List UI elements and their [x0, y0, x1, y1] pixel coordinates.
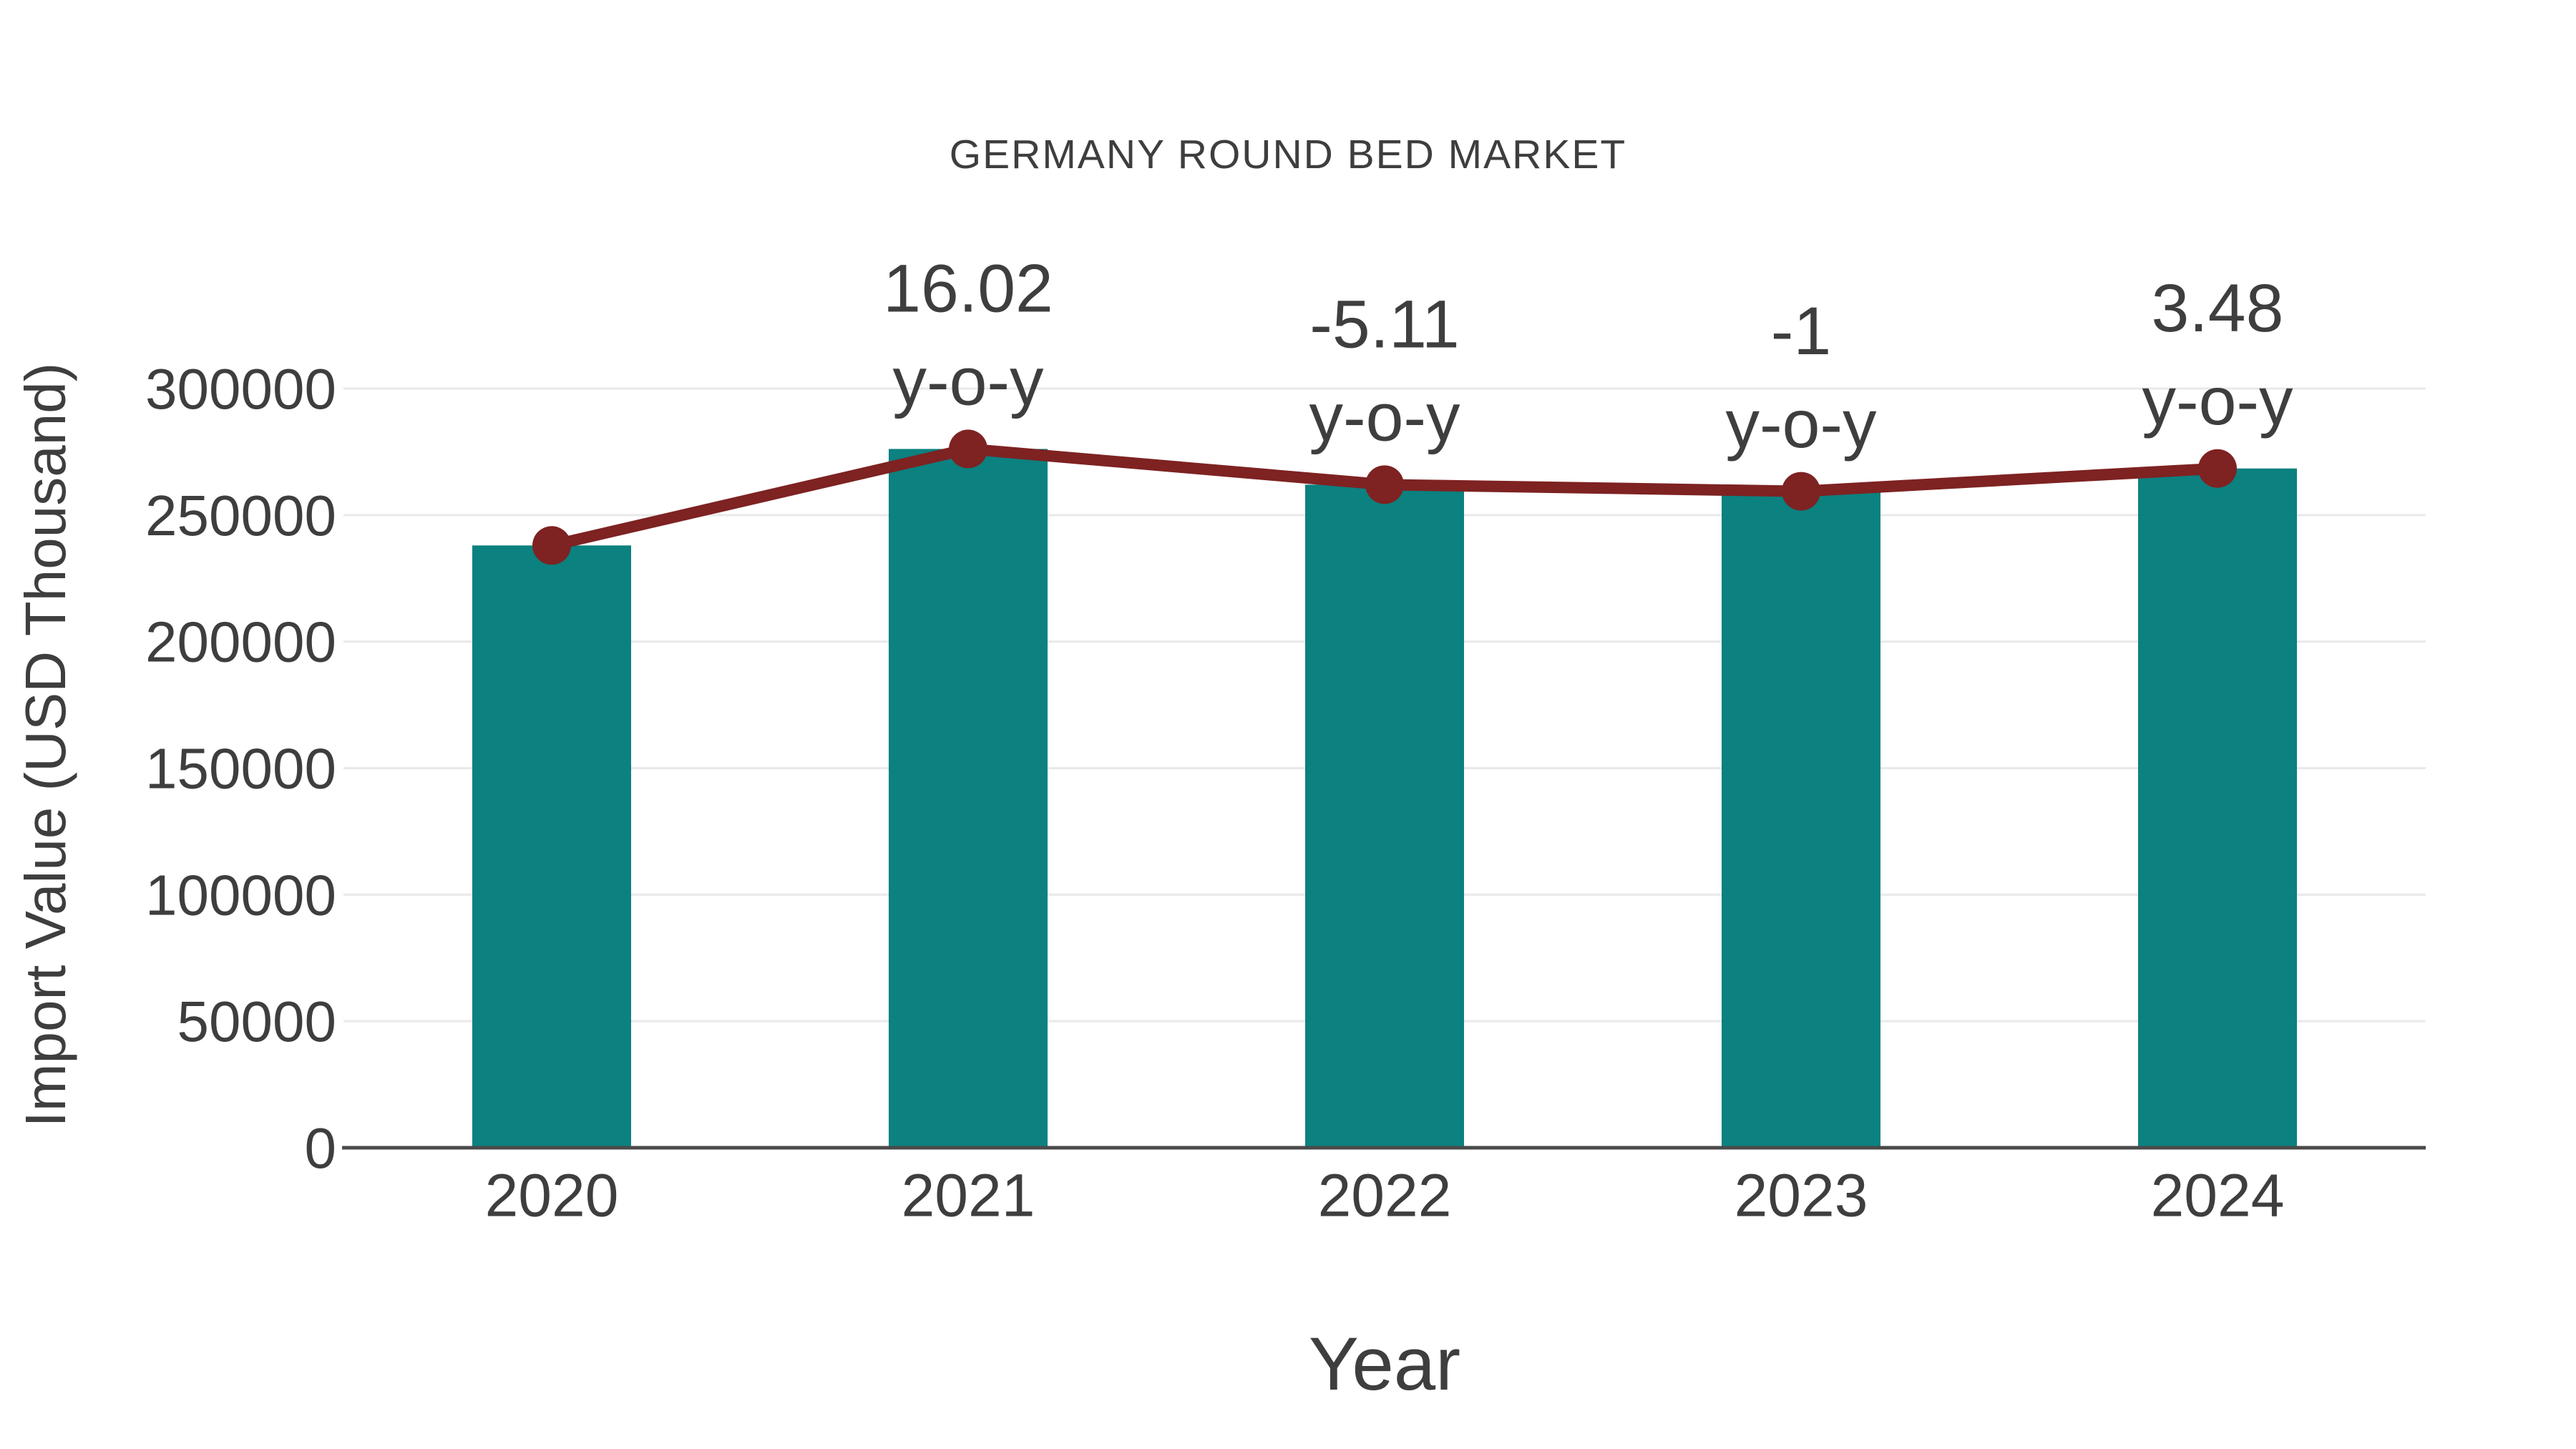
yoy-value-2024: 3.48	[2152, 270, 2284, 346]
y-tick-label: 200000	[145, 610, 336, 674]
x-tick-label-2024: 2024	[2151, 1161, 2285, 1229]
trend-markers	[532, 429, 2237, 565]
bar-2020	[472, 545, 631, 1148]
x-tick-label-2020: 2020	[485, 1161, 619, 1229]
bar-2022	[1305, 484, 1464, 1148]
yoy-annotations: 16.02 y-o-y -5.11 y-o-y -1 y-o-y 3.48 y-o-y	[883, 251, 2293, 462]
x-axis-title: Year	[1309, 1322, 1460, 1406]
y-tick-label: 0	[305, 1116, 337, 1180]
yoy-suffix-2021: y-o-y	[892, 344, 1044, 420]
y-tick-label: 250000	[145, 484, 336, 547]
yoy-suffix-2022: y-o-y	[1309, 380, 1460, 456]
x-tick-labels: 2020 2021 2022 2023 2024	[485, 1161, 2285, 1229]
bars	[472, 449, 2297, 1148]
trend-marker-2021	[949, 429, 987, 469]
bar-2024	[2138, 468, 2297, 1148]
trend-marker-2024	[2198, 449, 2237, 488]
trend-marker-2020	[532, 526, 571, 565]
yoy-suffix-2023: y-o-y	[1725, 386, 1877, 462]
y-tick-label: 300000	[145, 357, 336, 421]
trend-marker-2023	[1782, 472, 1820, 511]
yoy-value-2021: 16.02	[883, 251, 1053, 327]
yoy-suffix-2024: y-o-y	[2142, 364, 2293, 439]
x-tick-label-2022: 2022	[1318, 1161, 1452, 1229]
y-tick-labels: 0 50000 100000 150000 200000 250000 300000	[145, 357, 336, 1180]
y-tick-label: 100000	[145, 863, 336, 927]
yoy-value-2023: -1	[1771, 293, 1831, 369]
bar-2021	[889, 449, 1048, 1148]
bar-2023	[1722, 491, 1880, 1148]
y-tick-label: 150000	[145, 737, 336, 801]
chart-title: GERMANY ROUND BED MARKET	[950, 132, 1626, 177]
x-tick-label-2021: 2021	[902, 1161, 1035, 1229]
y-axis-title: Import Value (USD Thousand)	[14, 363, 77, 1128]
yoy-value-2022: -5.11	[1309, 287, 1459, 363]
trend-marker-2022	[1365, 465, 1404, 504]
x-tick-label-2023: 2023	[1735, 1161, 1868, 1229]
y-tick-label: 50000	[177, 990, 336, 1053]
